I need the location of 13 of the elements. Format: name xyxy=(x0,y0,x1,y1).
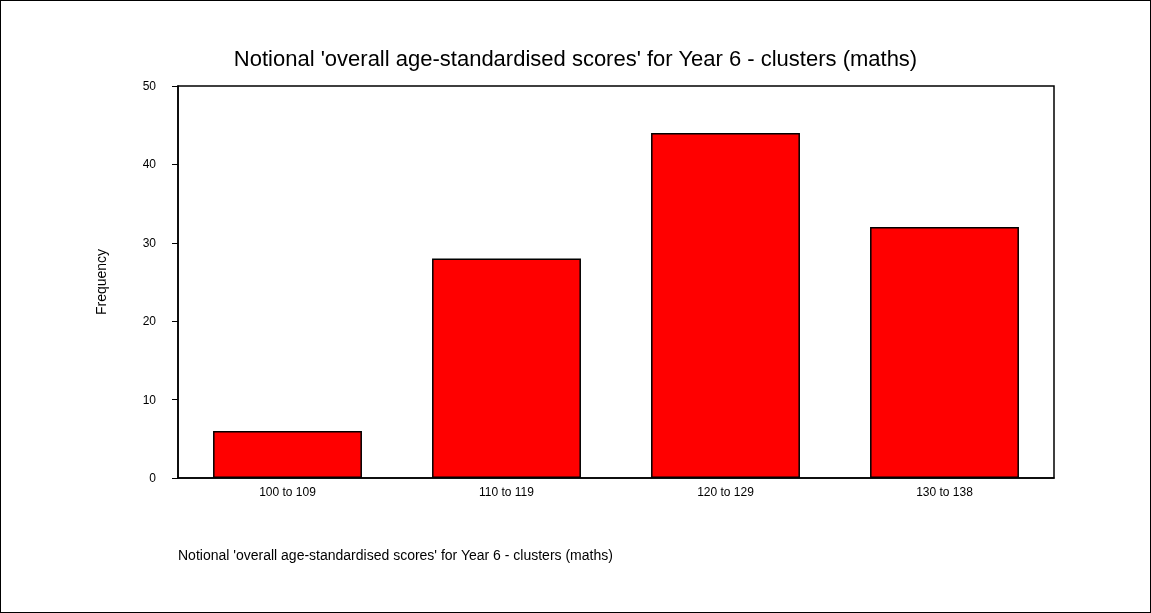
y-tick-label: 10 xyxy=(142,392,157,407)
chart-title: Notional 'overall age-standardised scores' for Year 6 - clusters (maths) xyxy=(233,45,918,71)
y-tick-label: 0 xyxy=(149,471,157,485)
x-tick-label: 130 to 138 xyxy=(916,485,974,499)
x-axis-title: Notional 'overall age-standardised scores' for Year 6 - clusters (maths) xyxy=(178,547,613,563)
x-tick-label: 100 to 109 xyxy=(259,485,317,499)
y-tick-label: 30 xyxy=(142,235,157,250)
y-tick-label: 20 xyxy=(142,314,157,329)
x-tick-label: 110 to 119 xyxy=(479,485,535,499)
x-tick-label: 120 to 129 xyxy=(697,485,755,499)
y-axis-title: Frequency xyxy=(93,248,109,316)
y-tick-label: 50 xyxy=(142,79,157,93)
y-tick-label: 40 xyxy=(142,157,157,172)
